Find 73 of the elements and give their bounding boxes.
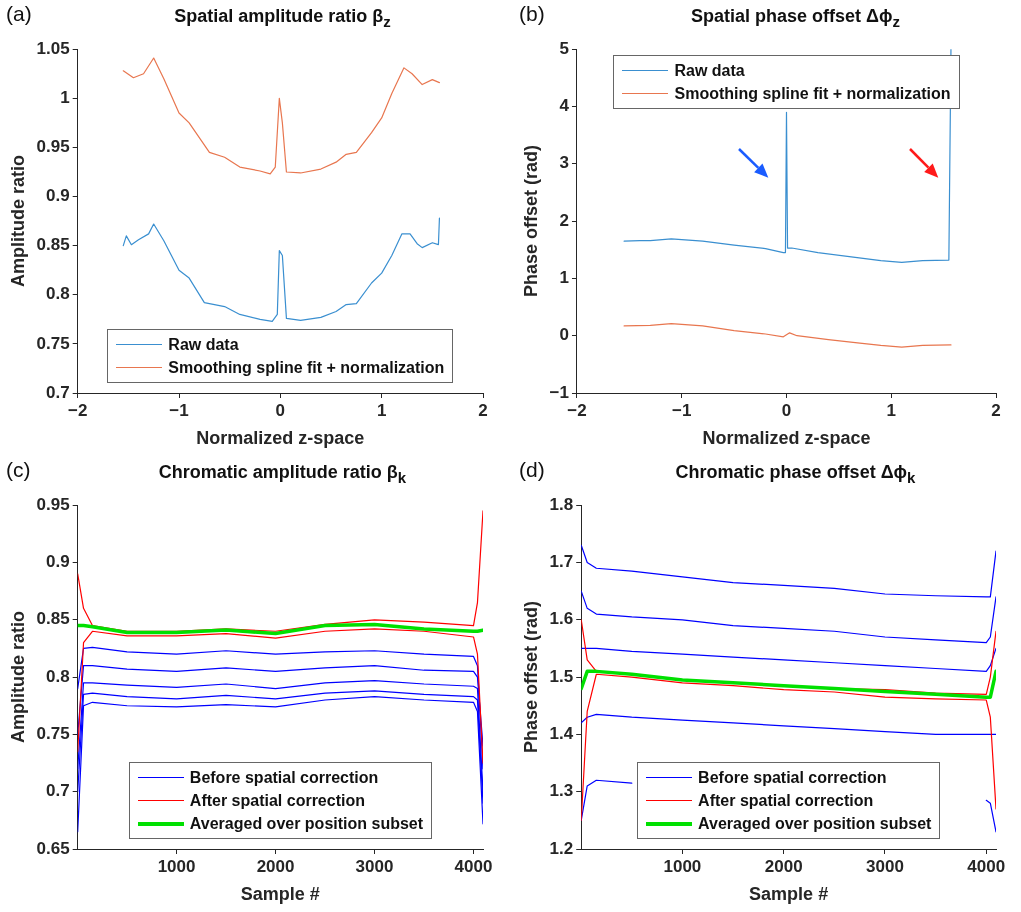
y-tick-label: 2	[559, 210, 569, 230]
y-tick-label: 1	[60, 88, 70, 107]
y-tick-label: 5	[559, 38, 569, 58]
y-tick-label: 0.8	[46, 666, 70, 686]
x-axis-title: Sample #	[749, 884, 829, 905]
y-tick-label: 1.5	[549, 666, 574, 686]
text: (d)	[519, 458, 545, 482]
y-tick-label: 1.8	[549, 494, 574, 514]
x-tick-label: 0	[275, 400, 286, 420]
y-axis-title: Amplitude ratio	[7, 155, 28, 288]
y-tick-label: 0.7	[46, 781, 70, 801]
x-tick-label: 1	[376, 400, 387, 420]
x-tick-label: 2000	[256, 856, 295, 876]
y-axis-title: Phase offset (rad)	[520, 601, 541, 754]
legend-label: Averaged over position subset	[189, 814, 424, 834]
chart-title: Spatial amplitude ratio β$_{z}$	[173, 6, 392, 30]
legend-label: Raw data	[674, 61, 745, 82]
y-tick-label: 0.8	[46, 284, 70, 304]
x-tick-label: 1000	[157, 856, 196, 876]
y-tick-label: 1.4	[549, 724, 574, 744]
y-axis-title: Phase offset (rad)	[520, 145, 541, 298]
x-tick-label: 4000	[967, 856, 1006, 876]
y-tick-label: 1.3	[549, 781, 574, 801]
x-tick-label: 3000	[866, 856, 904, 876]
legend-label: Before spatial correction	[189, 768, 379, 788]
y-tick-label: 4	[559, 96, 570, 116]
x-axis-title: Normalized z-space	[702, 428, 871, 449]
legend-label: Smoothing spline fit + normalization	[168, 358, 445, 378]
text: (c)	[6, 458, 31, 482]
text: (a)	[6, 2, 32, 26]
y-tick-label: 0.75	[36, 333, 70, 353]
x-tick-label: 1	[886, 400, 896, 420]
y-tick-label: 3	[559, 153, 569, 173]
y-tick-label: 1.7	[549, 552, 574, 572]
y-tick-label: 1.6	[549, 609, 574, 629]
legend-label: Averaged over position subset	[698, 814, 932, 834]
y-tick-label: 0.95	[36, 494, 70, 514]
legend-label: Before spatial correction	[698, 768, 887, 788]
chart-title: Chromatic phase offset Δϕ$_{k}$	[674, 462, 917, 486]
y-tick-label: 0.9	[46, 552, 70, 572]
y-tick-label: 0.75	[36, 724, 70, 744]
legend-label: After spatial correction	[698, 791, 874, 811]
x-tick-label: 2	[991, 400, 1001, 420]
y-tick-label: 1.2	[549, 838, 574, 858]
x-tick-label: 2000	[764, 856, 803, 876]
legend-label: After spatial correction	[189, 791, 365, 811]
x-tick-label: −1	[672, 400, 692, 420]
y-tick-label: 0.65	[36, 838, 70, 858]
y-tick-label: 0.85	[36, 609, 70, 629]
y-tick-label: 0.85	[36, 235, 70, 255]
x-tick-label: 1000	[663, 856, 702, 876]
y-tick-label: 0	[559, 325, 569, 345]
chart-title: Spatial phase offset Δϕ$_{z}$	[690, 6, 901, 30]
x-tick-label: 0	[781, 400, 792, 420]
legend-label: Raw data	[168, 335, 239, 355]
x-tick-label: −1	[169, 400, 189, 420]
y-tick-label: 0.95	[36, 137, 70, 157]
x-tick-label: −2	[67, 400, 88, 420]
x-tick-label: 4000	[454, 856, 493, 876]
x-tick-label: −2	[567, 400, 587, 420]
y-tick-label: −1	[549, 382, 569, 402]
y-tick-label: 0.7	[46, 382, 70, 402]
y-tick-label: 0.9	[46, 186, 70, 206]
x-axis-title: Sample #	[240, 884, 320, 905]
chart-title: Chromatic amplitude ratio β$_{k}$	[157, 462, 408, 486]
legend-label: Smoothing spline fit + normalization	[674, 84, 951, 105]
x-axis-title: Normalized z-space	[196, 428, 365, 449]
y-tick-label: 1	[559, 268, 569, 288]
x-tick-label: 2	[478, 400, 488, 420]
y-tick-label: 1.05	[36, 38, 70, 58]
x-tick-label: 3000	[355, 856, 394, 876]
y-axis-title: Amplitude ratio	[7, 611, 28, 744]
text: (b)	[519, 2, 545, 26]
